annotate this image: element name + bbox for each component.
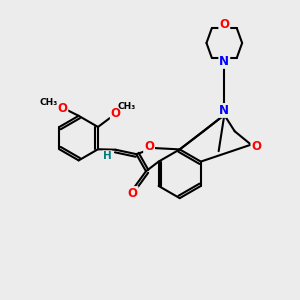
- Text: CH₃: CH₃: [117, 102, 135, 111]
- Text: N: N: [219, 55, 229, 68]
- Text: CH₃: CH₃: [40, 98, 58, 107]
- Text: H: H: [103, 151, 112, 161]
- Text: O: O: [111, 107, 121, 120]
- Text: O: O: [251, 140, 261, 153]
- Text: O: O: [219, 18, 229, 31]
- Text: N: N: [219, 104, 229, 117]
- Text: O: O: [128, 187, 138, 200]
- Text: O: O: [144, 140, 154, 153]
- Text: O: O: [57, 102, 67, 115]
